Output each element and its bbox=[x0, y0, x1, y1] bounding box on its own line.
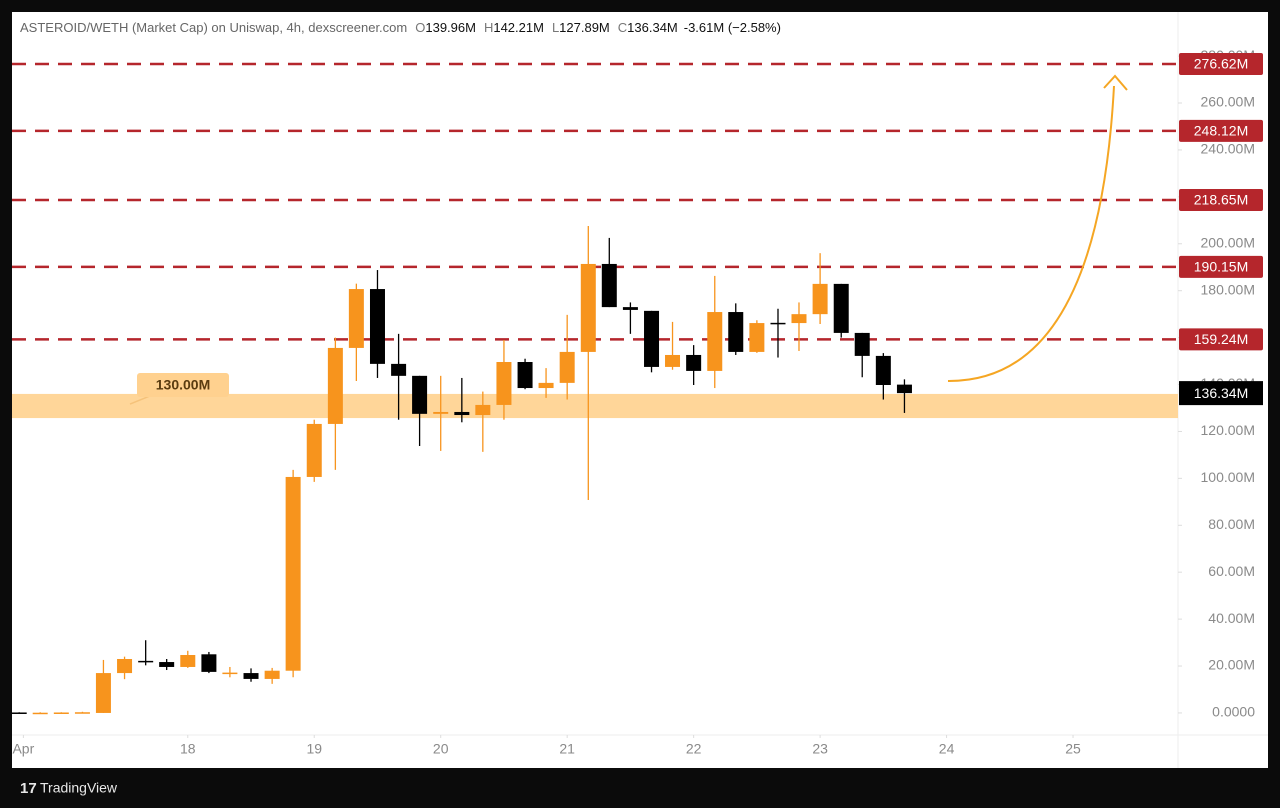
candle-body bbox=[138, 660, 154, 663]
x-tick-label: 19 bbox=[306, 741, 322, 757]
candle-body bbox=[327, 347, 343, 424]
candle-body bbox=[454, 411, 470, 416]
y-tick-label: 80.00M bbox=[1208, 516, 1255, 532]
candle-body bbox=[11, 712, 27, 714]
candle-body bbox=[180, 655, 196, 667]
overlay: 276.62M 248.12M 218.65M 190.15M 159.24M 130.0… bbox=[129, 53, 1263, 406]
candle-body bbox=[728, 312, 744, 352]
x-tick-label: 24 bbox=[939, 741, 955, 757]
brand: TradingView bbox=[40, 780, 118, 796]
ohlc-key: O bbox=[415, 20, 425, 35]
y-tick-label: 180.00M bbox=[1201, 281, 1255, 297]
candle-body bbox=[201, 654, 217, 672]
candle-body bbox=[348, 289, 364, 348]
level-label: 276.62M bbox=[1194, 56, 1248, 72]
ohlc-value: 139.96M bbox=[425, 20, 476, 35]
ohlc-key: H bbox=[484, 20, 493, 35]
candle-body bbox=[496, 362, 512, 405]
ohlc-value: 136.34M bbox=[627, 20, 678, 35]
candle-body bbox=[391, 363, 407, 376]
candle-body bbox=[159, 662, 175, 667]
level-tag bbox=[1179, 328, 1263, 351]
y-tick-label: 240.00M bbox=[1201, 141, 1255, 157]
y-tick-label: 0.0000 bbox=[1212, 704, 1255, 720]
candle-body bbox=[538, 382, 554, 389]
level-label: 190.15M bbox=[1194, 259, 1248, 275]
candle-body bbox=[601, 263, 617, 308]
level-tag bbox=[1179, 189, 1263, 212]
candle-body bbox=[53, 712, 69, 714]
arrow-head bbox=[1103, 74, 1128, 91]
candle-body bbox=[95, 673, 111, 713]
x-tick-label: 20 bbox=[433, 741, 449, 757]
candle-body bbox=[580, 263, 596, 352]
y-tick-label: 200.00M bbox=[1201, 234, 1255, 250]
zone-label-leader bbox=[129, 395, 151, 405]
y-tick-label: 60.00M bbox=[1208, 563, 1255, 579]
candle-body bbox=[285, 476, 301, 671]
candle-body bbox=[433, 411, 449, 414]
candle-body bbox=[707, 312, 723, 371]
y-tick-label: 100.00M bbox=[1201, 469, 1255, 485]
header: ASTEROID/WETH (Market Cap) on Uniswap, 4… bbox=[20, 20, 781, 35]
y-tick-label: 120.00M bbox=[1201, 422, 1255, 438]
candle-body bbox=[854, 332, 870, 356]
candle-body bbox=[665, 354, 681, 367]
candle-body bbox=[412, 375, 428, 414]
change: -3.61M (−2.58%) bbox=[684, 20, 781, 35]
candle-body bbox=[222, 672, 238, 675]
level-label: 218.65M bbox=[1194, 192, 1248, 208]
zone-label-box bbox=[137, 372, 229, 397]
candle-body bbox=[517, 362, 533, 389]
last-price-label: 136.34M bbox=[1194, 385, 1248, 401]
header-title: ASTEROID/WETH (Market Cap) on Uniswap, 4… bbox=[20, 20, 407, 35]
candle-body bbox=[559, 351, 575, 383]
candle-body bbox=[306, 423, 322, 477]
footer: 17 TradingView bbox=[20, 780, 118, 797]
x-tick-label: Apr bbox=[12, 741, 34, 757]
candle-body bbox=[264, 670, 280, 679]
candle-body bbox=[833, 283, 849, 333]
zone-label: 130.00M bbox=[156, 377, 210, 393]
candle-body bbox=[644, 310, 660, 367]
y-tick-label: 260.00M bbox=[1201, 94, 1255, 110]
y-tick-label: 20.00M bbox=[1208, 657, 1255, 673]
ohlc-value: 127.89M bbox=[559, 20, 610, 35]
candle-body bbox=[770, 322, 786, 325]
candle-body bbox=[875, 355, 891, 385]
candle-body bbox=[475, 404, 491, 416]
candle-body bbox=[243, 673, 259, 679]
candle-body bbox=[74, 712, 90, 714]
zone-band bbox=[12, 393, 1178, 419]
level-label: 248.12M bbox=[1194, 123, 1248, 139]
candle-body bbox=[896, 384, 912, 394]
forecast-arrow bbox=[947, 85, 1115, 383]
x-tick-label: 18 bbox=[180, 741, 196, 757]
x-tick-label: 25 bbox=[1065, 741, 1081, 757]
candle-body bbox=[369, 289, 385, 364]
plot: 0.0000 20.00M 40.00M 60.00M 80.00M 100.00M 120… bbox=[11, 47, 1255, 757]
candle-body bbox=[117, 658, 133, 674]
level-tag bbox=[1179, 255, 1263, 278]
candle-body bbox=[749, 323, 765, 352]
logo-mark: 17 bbox=[20, 780, 37, 797]
x-tick-label: 23 bbox=[812, 741, 828, 757]
level-tag bbox=[1179, 119, 1263, 142]
y-tick-label: 40.00M bbox=[1208, 610, 1255, 626]
ohlc-key: L bbox=[552, 20, 559, 35]
last-price-tag bbox=[1179, 381, 1263, 406]
candle-body bbox=[622, 307, 638, 310]
candle-body bbox=[812, 283, 828, 315]
candle-body bbox=[32, 712, 48, 715]
candle-body bbox=[791, 314, 807, 324]
ohlc-value: 142.21M bbox=[493, 20, 544, 35]
x-tick-label: 22 bbox=[686, 741, 702, 757]
candle-body bbox=[686, 354, 702, 371]
level-label: 159.24M bbox=[1194, 331, 1248, 347]
level-tag bbox=[1179, 53, 1263, 76]
x-tick-label: 21 bbox=[559, 741, 575, 757]
ohlc-key: C bbox=[618, 20, 627, 35]
